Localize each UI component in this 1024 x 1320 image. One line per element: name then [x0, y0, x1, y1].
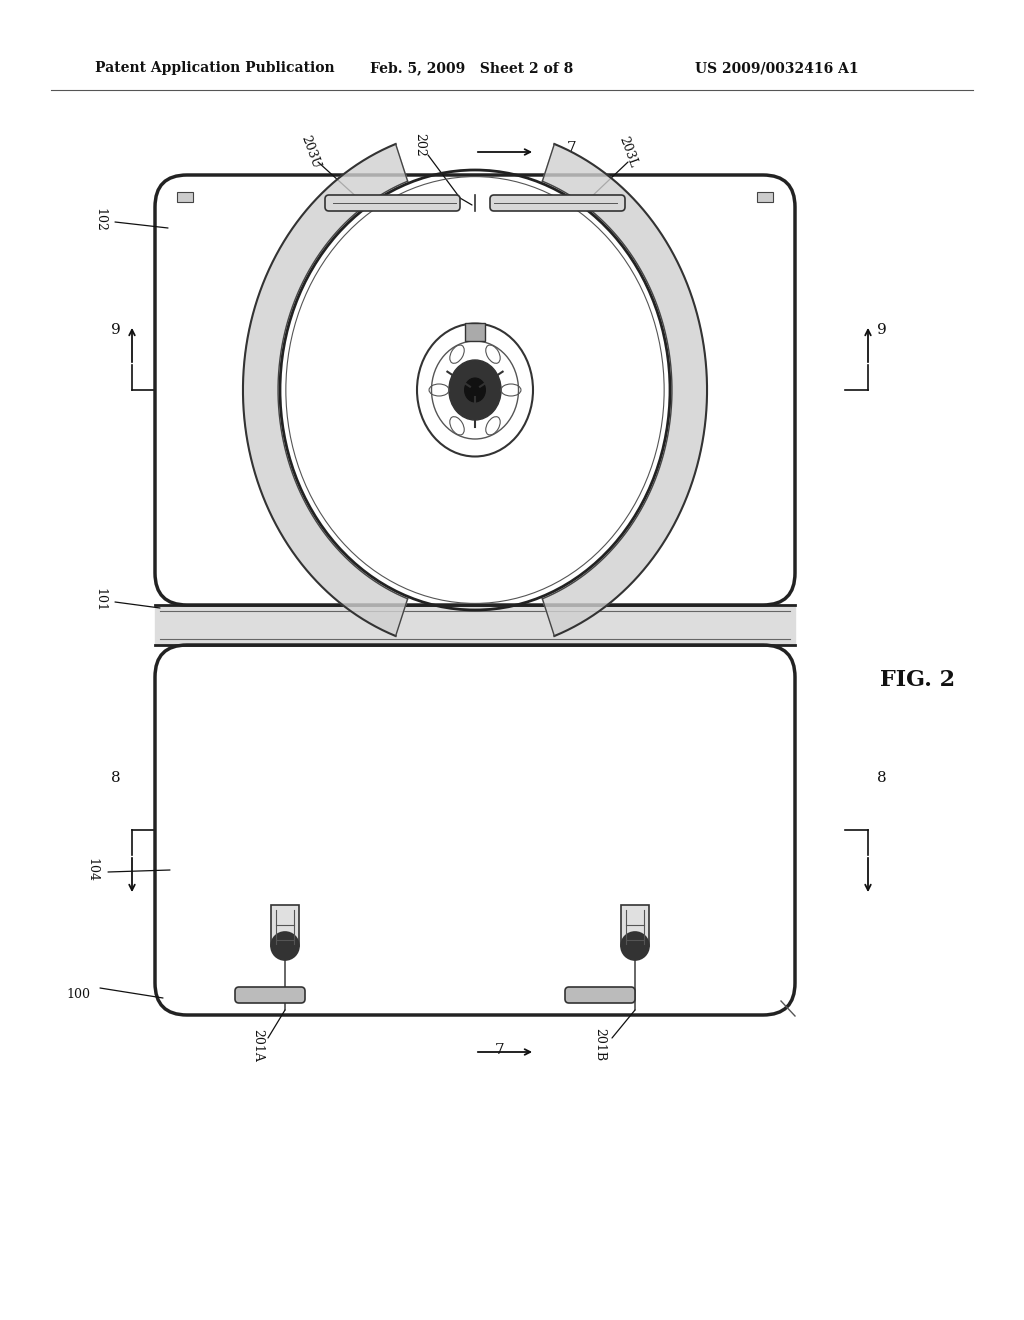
- Polygon shape: [543, 144, 707, 636]
- Text: 7: 7: [567, 141, 577, 154]
- Text: 7: 7: [496, 1043, 505, 1057]
- FancyBboxPatch shape: [490, 195, 625, 211]
- Bar: [621, 906, 649, 946]
- Bar: [271, 906, 299, 946]
- Polygon shape: [243, 144, 408, 636]
- Text: 9: 9: [878, 323, 887, 337]
- Text: 8: 8: [112, 771, 121, 785]
- FancyBboxPatch shape: [325, 195, 460, 211]
- FancyBboxPatch shape: [155, 176, 795, 605]
- Text: 203U: 203U: [298, 133, 322, 170]
- Text: 202: 202: [414, 133, 427, 157]
- Text: 9: 9: [112, 323, 121, 337]
- Text: 8: 8: [878, 771, 887, 785]
- FancyBboxPatch shape: [155, 645, 795, 1015]
- Text: US 2009/0032416 A1: US 2009/0032416 A1: [695, 61, 859, 75]
- Text: FIG. 2: FIG. 2: [880, 669, 955, 690]
- Ellipse shape: [449, 360, 501, 420]
- Text: 203L: 203L: [616, 135, 640, 169]
- Text: 102: 102: [93, 209, 106, 232]
- Ellipse shape: [621, 932, 649, 960]
- Text: Feb. 5, 2009   Sheet 2 of 8: Feb. 5, 2009 Sheet 2 of 8: [370, 61, 573, 75]
- FancyBboxPatch shape: [565, 987, 635, 1003]
- FancyBboxPatch shape: [234, 987, 305, 1003]
- Text: 100: 100: [66, 989, 90, 1002]
- Bar: [465, 323, 485, 342]
- Text: 101: 101: [93, 587, 106, 612]
- Text: Patent Application Publication: Patent Application Publication: [95, 61, 335, 75]
- Text: 201B: 201B: [594, 1028, 606, 1061]
- Text: 201A: 201A: [252, 1028, 264, 1061]
- Ellipse shape: [465, 378, 485, 403]
- Bar: [757, 191, 773, 202]
- Ellipse shape: [271, 932, 299, 960]
- Bar: [177, 191, 193, 202]
- Text: 104: 104: [85, 858, 98, 882]
